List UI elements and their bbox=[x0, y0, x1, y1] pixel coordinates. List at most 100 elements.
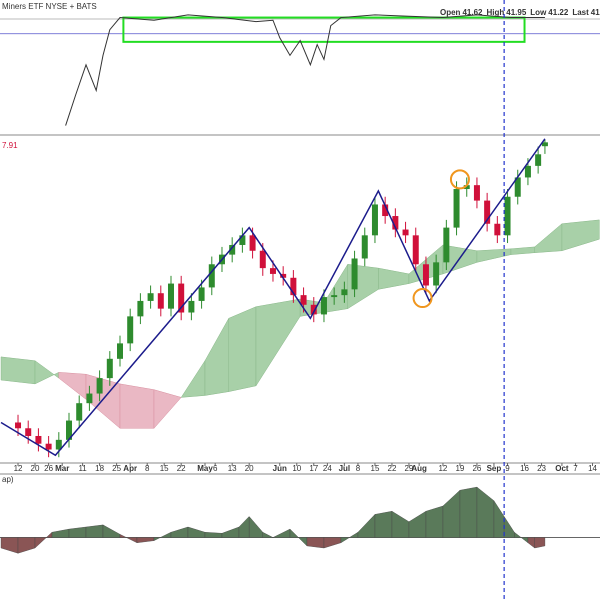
histogram-area bbox=[204, 532, 223, 538]
candle-body bbox=[504, 196, 511, 236]
candle-body bbox=[229, 244, 236, 255]
x-tick-label: May bbox=[197, 464, 213, 473]
x-tick-label: Aug bbox=[411, 464, 427, 473]
indicator-line bbox=[65, 14, 545, 126]
side-label: 7.91 bbox=[2, 141, 18, 150]
candle-body bbox=[15, 422, 22, 429]
candle-body bbox=[341, 289, 348, 296]
candle-body bbox=[494, 223, 501, 236]
x-tick-label: Mar bbox=[55, 464, 69, 473]
histogram-area bbox=[534, 537, 546, 549]
candle-body bbox=[290, 277, 297, 296]
candle-body bbox=[443, 227, 450, 263]
candle-body bbox=[535, 154, 542, 166]
histogram-area bbox=[459, 486, 478, 538]
candle-body bbox=[524, 165, 531, 178]
candle-body bbox=[208, 264, 215, 288]
x-tick-label: 25 bbox=[112, 464, 121, 473]
candle-body bbox=[55, 439, 62, 450]
header-label: Low bbox=[530, 8, 547, 17]
chart-title: Miners ETF NYSE + BATS bbox=[2, 2, 97, 11]
x-tick-label: Jun bbox=[273, 464, 287, 473]
header-label: Open bbox=[440, 8, 461, 17]
header-label: High bbox=[486, 8, 504, 17]
header-label: Last bbox=[572, 8, 589, 17]
candle-body bbox=[106, 358, 113, 379]
candle-body bbox=[463, 185, 470, 190]
candle-body bbox=[514, 177, 521, 197]
candle-body bbox=[198, 287, 205, 301]
x-tick-label: Jul bbox=[339, 464, 351, 473]
candle-body bbox=[412, 235, 419, 265]
header-value: 41.95 bbox=[506, 8, 527, 17]
candle-body bbox=[249, 235, 256, 251]
candle-body bbox=[157, 293, 164, 309]
x-tick-label: 12 bbox=[14, 464, 23, 473]
x-tick-label: 20 bbox=[31, 464, 40, 473]
candle-body bbox=[269, 268, 276, 274]
x-tick-label: Sep bbox=[487, 464, 502, 473]
candle-body bbox=[382, 204, 389, 217]
candle-body bbox=[76, 403, 83, 421]
candle-body bbox=[433, 262, 440, 286]
x-tick-label: 9 bbox=[505, 464, 510, 473]
candle-body bbox=[422, 264, 429, 286]
cloud-segment bbox=[119, 383, 155, 429]
candle-body bbox=[541, 142, 548, 147]
lower-label: ap) bbox=[2, 475, 14, 484]
highlight-circle bbox=[412, 288, 433, 309]
candle-body bbox=[351, 258, 358, 290]
x-tick-label: 26 bbox=[44, 464, 53, 473]
x-tick-label: 13 bbox=[228, 464, 237, 473]
candle-body bbox=[280, 273, 287, 278]
candle-body bbox=[320, 297, 327, 315]
candle-body bbox=[147, 293, 154, 301]
candle-body bbox=[453, 189, 460, 228]
zigzag-line bbox=[0, 138, 546, 457]
candle-body bbox=[239, 235, 246, 245]
candle-body bbox=[96, 378, 103, 394]
header-value: 41.62 bbox=[462, 8, 483, 17]
candle-body bbox=[66, 420, 73, 440]
x-tick-label: 12 bbox=[438, 464, 447, 473]
cloud-segment bbox=[0, 356, 36, 385]
candle-body bbox=[392, 216, 399, 230]
header-value: 41.82 bbox=[591, 8, 600, 17]
x-tick-label: 8 bbox=[356, 464, 361, 473]
candle-body bbox=[310, 304, 317, 315]
x-tick-label: 29 bbox=[404, 464, 413, 473]
candle-body bbox=[361, 235, 368, 259]
x-tick-label: 6 bbox=[213, 464, 218, 473]
x-tick-label: 15 bbox=[160, 464, 169, 473]
candle-body bbox=[178, 283, 185, 313]
x-tick-label: 22 bbox=[177, 464, 186, 473]
candle-body bbox=[371, 204, 378, 236]
candle-body bbox=[167, 283, 174, 309]
cloud-segment bbox=[561, 219, 600, 252]
candle-body bbox=[45, 443, 52, 450]
highlight-box bbox=[122, 16, 526, 43]
histogram-area bbox=[85, 524, 104, 538]
x-tick-label: 23 bbox=[537, 464, 546, 473]
x-tick-label: 10 bbox=[292, 464, 301, 473]
candle-body bbox=[484, 200, 491, 224]
x-tick-label: 22 bbox=[388, 464, 397, 473]
x-tick-label: 14 bbox=[588, 464, 597, 473]
x-tick-label: Apr bbox=[123, 464, 137, 473]
candle-body bbox=[35, 435, 42, 444]
candle-body bbox=[188, 300, 195, 313]
candle-body bbox=[127, 316, 134, 344]
cloud-segment bbox=[228, 306, 257, 392]
x-tick-label: 18 bbox=[95, 464, 104, 473]
x-tick-label: 19 bbox=[455, 464, 464, 473]
header-values: Open41.62High41.95Low41.22Last41.82Volum… bbox=[440, 8, 600, 17]
x-tick-label: 11 bbox=[78, 464, 87, 473]
x-tick-label: 20 bbox=[245, 464, 254, 473]
histogram-area bbox=[374, 511, 393, 538]
histogram-area bbox=[262, 531, 274, 538]
x-tick-label: 17 bbox=[309, 464, 318, 473]
x-tick-label: 24 bbox=[323, 464, 332, 473]
x-tick-label: 8 bbox=[145, 464, 150, 473]
header-value: 41.22 bbox=[548, 8, 569, 17]
